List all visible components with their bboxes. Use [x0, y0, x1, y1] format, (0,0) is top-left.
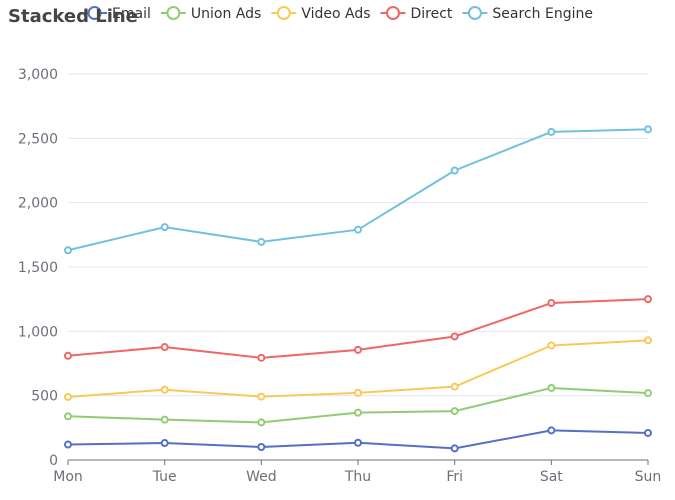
- data-point-search-engine[interactable]: [354, 225, 362, 234]
- legend-label-search-engine: Search Engine: [492, 6, 593, 22]
- data-point-search-engine[interactable]: [450, 166, 459, 175]
- data-point-union-ads[interactable]: [160, 415, 169, 424]
- series-search-engine: [64, 125, 652, 255]
- legend-item-video-ads[interactable]: Video Ads: [271, 6, 371, 22]
- grid-layer: [68, 73, 648, 397]
- data-point-union-ads[interactable]: [547, 383, 556, 392]
- data-point-video-ads[interactable]: [644, 336, 652, 345]
- data-point-direct[interactable]: [64, 351, 72, 360]
- axis-layer: 0 500 1,000 1,500 2,000 2,500 3,000 Mon Tue Wed Th…: [18, 67, 661, 485]
- y-tick-label: 1,500: [18, 260, 58, 276]
- y-tick-label: 3,000: [18, 67, 58, 83]
- x-tick-label: Thu: [344, 469, 371, 485]
- data-point-union-ads[interactable]: [354, 408, 362, 417]
- series-direct: [64, 295, 652, 362]
- y-tick-label: 2,000: [18, 196, 58, 212]
- data-point-search-engine[interactable]: [547, 127, 556, 136]
- data-point-direct[interactable]: [644, 295, 652, 304]
- y-tick-label: 500: [31, 389, 58, 405]
- data-point-email[interactable]: [354, 438, 362, 447]
- chart-title: Stacked Line: [8, 6, 138, 27]
- x-tick-label: Tue: [152, 469, 177, 485]
- data-point-search-engine[interactable]: [160, 223, 169, 232]
- data-point-video-ads[interactable]: [257, 392, 266, 401]
- data-point-video-ads[interactable]: [160, 385, 169, 394]
- data-point-email[interactable]: [160, 439, 169, 448]
- series-layer: [64, 125, 652, 453]
- legend-marker-direct: [386, 6, 400, 20]
- legend-item-email[interactable]: Email: [82, 6, 151, 22]
- data-point-email[interactable]: [644, 428, 652, 437]
- data-point-direct[interactable]: [450, 332, 459, 341]
- data-point-search-engine[interactable]: [64, 246, 72, 255]
- data-point-search-engine[interactable]: [644, 125, 652, 134]
- data-point-union-ads[interactable]: [644, 389, 652, 398]
- x-tick-label: Fri: [446, 469, 463, 485]
- data-point-video-ads[interactable]: [450, 382, 459, 391]
- legend[interactable]: Email Union Ads Video Ads Direct Search Engi…: [82, 6, 593, 22]
- data-point-email[interactable]: [64, 440, 72, 449]
- data-point-direct[interactable]: [547, 299, 556, 308]
- data-point-video-ads[interactable]: [547, 341, 556, 350]
- y-tick-label: 1,000: [18, 324, 58, 340]
- legend-marker-search-engine: [467, 6, 482, 20]
- series-email: [64, 426, 652, 453]
- data-point-union-ads[interactable]: [257, 418, 266, 427]
- data-point-email[interactable]: [547, 426, 556, 435]
- x-tick-label: Sat: [540, 469, 563, 485]
- legend-marker-video-ads: [276, 6, 291, 20]
- legend-item-search-engine[interactable]: Search Engine: [462, 6, 593, 22]
- legend-label-video-ads: Video Ads: [301, 6, 370, 22]
- series-video-ads: [64, 336, 652, 401]
- data-point-direct[interactable]: [160, 343, 169, 352]
- legend-item-direct[interactable]: Direct: [380, 6, 453, 22]
- legend-marker-email: [87, 6, 102, 20]
- x-tick-label: Sun: [635, 469, 662, 485]
- data-point-direct[interactable]: [257, 353, 266, 362]
- data-point-email[interactable]: [257, 443, 266, 452]
- data-point-union-ads[interactable]: [450, 407, 459, 416]
- legend-marker-union-ads: [166, 6, 181, 20]
- x-tick-label: Mon: [53, 469, 83, 485]
- legend-label-email: Email: [112, 6, 151, 22]
- y-tick-label: 2,500: [18, 131, 58, 147]
- legend-item-union-ads[interactable]: Union Ads: [160, 6, 261, 22]
- x-tick-label: Wed: [246, 469, 277, 485]
- data-point-direct[interactable]: [354, 345, 362, 354]
- data-point-video-ads[interactable]: [354, 388, 362, 397]
- legend-label-union-ads: Union Ads: [191, 6, 261, 22]
- data-point-video-ads[interactable]: [64, 392, 72, 401]
- legend-label-direct: Direct: [411, 6, 453, 22]
- y-tick-label: 0: [49, 453, 58, 469]
- data-point-email[interactable]: [450, 444, 459, 453]
- series-union-ads: [64, 383, 652, 427]
- data-point-union-ads[interactable]: [64, 412, 72, 421]
- data-point-search-engine[interactable]: [257, 237, 266, 246]
